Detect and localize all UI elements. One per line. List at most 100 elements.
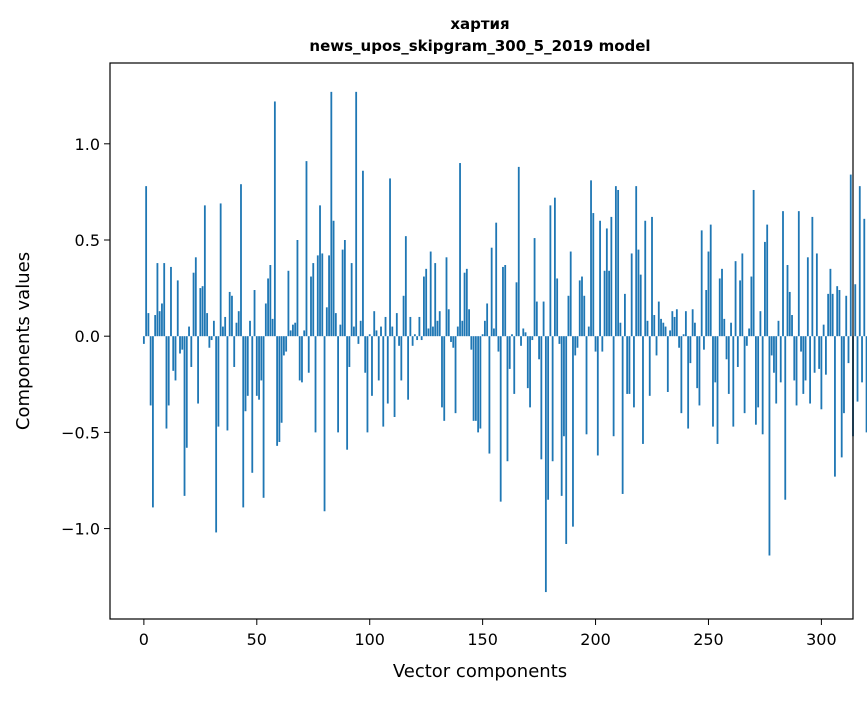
bar (861, 336, 863, 383)
bar (689, 336, 692, 364)
bar (375, 330, 378, 337)
bar (249, 320, 251, 337)
bar (795, 336, 798, 406)
bar (637, 249, 640, 337)
bar (371, 336, 373, 396)
bar (666, 336, 669, 392)
bar (655, 336, 658, 356)
bar (341, 249, 344, 337)
bar (669, 330, 671, 337)
bar (499, 336, 502, 502)
bar (551, 336, 554, 462)
bar (416, 336, 419, 341)
bar (628, 336, 631, 394)
bar (712, 336, 714, 427)
y-tick-label: 0.0 (75, 327, 100, 346)
bar (739, 280, 741, 337)
bar (357, 336, 360, 344)
bar (691, 309, 694, 337)
bar (483, 320, 486, 337)
bar (167, 336, 170, 406)
bar (531, 336, 534, 341)
bar (278, 336, 281, 442)
bar (709, 224, 712, 337)
bar (734, 261, 737, 337)
bar (386, 336, 389, 404)
bar (766, 224, 769, 337)
bar (226, 336, 229, 431)
bar (201, 286, 204, 337)
bar (784, 336, 787, 500)
bar (222, 326, 224, 337)
bar (764, 241, 766, 337)
bar (770, 336, 773, 356)
bar (768, 336, 771, 556)
bar (705, 290, 708, 337)
bar (522, 328, 525, 337)
bar (490, 247, 493, 337)
bar (797, 211, 800, 337)
bar (827, 293, 830, 337)
bar (707, 251, 710, 337)
bar (242, 336, 245, 508)
bar (355, 91, 358, 337)
bar (793, 336, 796, 381)
bar (741, 253, 744, 337)
bar (208, 336, 211, 348)
bar (463, 272, 466, 337)
chart-title: хартия (450, 15, 509, 33)
bar (362, 170, 364, 337)
bar (310, 276, 312, 337)
bar (727, 336, 730, 394)
bar (547, 336, 550, 500)
x-axis-ticks: 0 50 100 150 200 250 300 (139, 619, 837, 649)
bar (251, 336, 254, 473)
bar (639, 274, 642, 337)
bar (863, 218, 866, 337)
bar (576, 336, 579, 348)
bar (714, 336, 717, 383)
bar (520, 336, 522, 346)
bar (822, 324, 825, 337)
bar (493, 328, 495, 337)
bar (696, 336, 699, 389)
bar (633, 336, 635, 408)
bar (662, 322, 665, 337)
bar (206, 313, 209, 337)
bar (759, 311, 762, 337)
bar (788, 291, 791, 337)
bar (343, 240, 346, 337)
bar (321, 253, 324, 337)
chart-subtitle: news_upos_skipgram_300_5_2019 model (309, 37, 650, 55)
bar (188, 326, 190, 337)
bar (495, 222, 498, 337)
bar (427, 328, 430, 337)
bar (364, 336, 367, 373)
bar (497, 336, 500, 352)
bar (348, 336, 351, 367)
bar (393, 336, 396, 417)
bar (585, 336, 588, 435)
bar (642, 336, 644, 444)
bar (289, 330, 292, 337)
bar (515, 282, 518, 337)
x-tick-label: 200 (580, 630, 611, 649)
bar (235, 322, 238, 337)
bar (748, 328, 751, 337)
bar (856, 336, 859, 402)
bar (330, 91, 333, 337)
bar (777, 320, 780, 337)
bar (599, 220, 601, 337)
plot-frame (109, 62, 854, 620)
bar (404, 236, 407, 337)
bar (436, 320, 439, 337)
bar (217, 336, 220, 427)
bar (477, 336, 480, 433)
bar (682, 334, 685, 337)
bar (391, 326, 394, 337)
bar (565, 336, 568, 544)
bar (786, 265, 789, 337)
bar (285, 336, 288, 352)
bar (294, 322, 297, 337)
